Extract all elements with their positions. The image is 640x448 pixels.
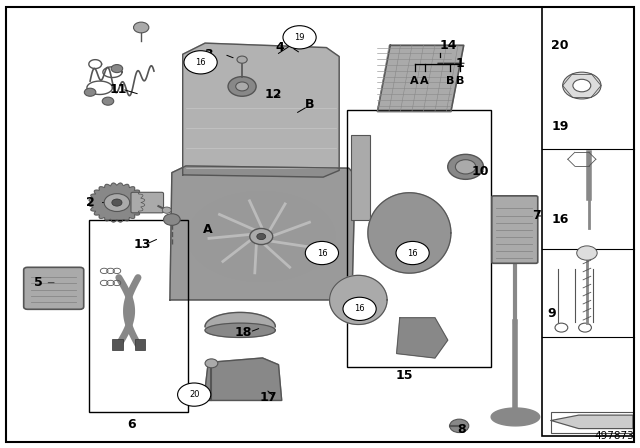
Text: B: B [305, 98, 315, 111]
Text: B: B [456, 76, 465, 86]
FancyBboxPatch shape [131, 192, 164, 213]
Polygon shape [491, 408, 540, 426]
Text: 8: 8 [458, 423, 466, 436]
Circle shape [228, 77, 256, 96]
Polygon shape [378, 45, 464, 112]
Polygon shape [170, 166, 355, 300]
Text: 16: 16 [195, 58, 206, 67]
Circle shape [237, 56, 247, 63]
Circle shape [257, 233, 266, 240]
Bar [89, 220, 188, 413]
Text: 20: 20 [189, 390, 200, 399]
Text: 497873: 497873 [595, 431, 634, 440]
Text: 2: 2 [86, 196, 94, 209]
FancyBboxPatch shape [24, 267, 84, 309]
Circle shape [112, 199, 122, 206]
Circle shape [102, 97, 114, 105]
Polygon shape [205, 323, 275, 337]
Bar [351, 135, 370, 220]
Text: 14: 14 [440, 39, 458, 52]
Text: 13: 13 [134, 237, 151, 250]
FancyBboxPatch shape [492, 196, 538, 263]
Text: 19: 19 [551, 120, 568, 133]
Text: 20: 20 [551, 39, 569, 52]
Text: 19: 19 [294, 33, 305, 42]
Circle shape [448, 154, 483, 179]
Polygon shape [330, 276, 387, 324]
Text: 18: 18 [234, 326, 252, 339]
Circle shape [184, 51, 217, 74]
Circle shape [104, 194, 130, 211]
Polygon shape [204, 358, 282, 401]
Text: A: A [420, 76, 429, 86]
Circle shape [563, 72, 601, 99]
Polygon shape [188, 192, 335, 281]
Text: 11: 11 [109, 82, 127, 95]
Circle shape [456, 159, 476, 174]
Circle shape [236, 82, 248, 91]
Text: A: A [410, 76, 419, 86]
Polygon shape [397, 318, 448, 358]
Text: 9: 9 [547, 307, 556, 320]
Circle shape [343, 297, 376, 320]
Text: 10: 10 [472, 165, 490, 178]
Text: 16: 16 [317, 249, 327, 258]
Circle shape [177, 383, 211, 406]
Text: 5: 5 [34, 276, 43, 289]
Text: B: B [446, 76, 454, 86]
Text: 16: 16 [551, 213, 568, 226]
Circle shape [205, 359, 218, 368]
Circle shape [134, 22, 149, 33]
Polygon shape [368, 193, 451, 273]
Text: 16: 16 [355, 304, 365, 313]
Circle shape [450, 419, 468, 433]
Circle shape [305, 241, 339, 265]
Polygon shape [205, 312, 275, 327]
Text: 17: 17 [259, 391, 277, 404]
Polygon shape [89, 183, 145, 222]
Bar [542, 8, 634, 436]
Bar [135, 339, 145, 350]
Text: A: A [202, 223, 212, 236]
Text: 3: 3 [204, 48, 212, 61]
Text: 6: 6 [127, 418, 136, 431]
Text: 7: 7 [532, 210, 541, 223]
Circle shape [283, 26, 316, 49]
Bar [347, 110, 490, 367]
Text: 1: 1 [456, 57, 464, 70]
Circle shape [577, 246, 597, 260]
Text: 15: 15 [396, 369, 413, 382]
Polygon shape [182, 43, 339, 177]
Bar [113, 339, 123, 350]
Circle shape [84, 88, 96, 96]
Polygon shape [551, 415, 633, 429]
Bar [551, 412, 633, 433]
Circle shape [396, 241, 429, 265]
Circle shape [250, 228, 273, 245]
Text: 12: 12 [264, 88, 282, 101]
Text: 16: 16 [407, 249, 418, 258]
Text: 4: 4 [275, 41, 284, 54]
Circle shape [573, 79, 591, 92]
Circle shape [164, 214, 180, 225]
Circle shape [163, 207, 172, 213]
Circle shape [111, 65, 123, 73]
